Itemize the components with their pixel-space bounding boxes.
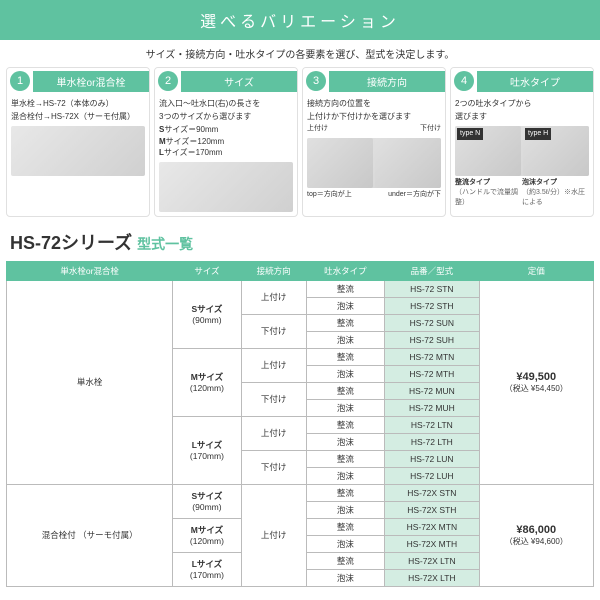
model-cell: HS-72X LTN [385, 552, 479, 569]
water-cell: 整流 [306, 416, 385, 433]
step-4: 4吐水タイプ2つの吐水タイプから選びますtype Ntype H整流タイプ（ハン… [450, 67, 594, 217]
water-cell: 整流 [306, 450, 385, 467]
table-row: 単水栓Sサイズ(90mm)上付け整流HS-72 STN¥49,500（税込 ¥5… [7, 280, 594, 297]
table-header: 品番／型式 [385, 261, 479, 280]
price-cell: ¥86,000（税込 ¥94,600） [479, 484, 593, 586]
conn-cell: 下付け [241, 382, 306, 416]
step-image [11, 126, 145, 176]
model-cell: HS-72 LTN [385, 416, 479, 433]
model-cell: HS-72 LTH [385, 433, 479, 450]
water-cell: 整流 [306, 484, 385, 501]
conn-cell: 上付け [241, 348, 306, 382]
water-cell: 泡沫 [306, 399, 385, 416]
spec-table: 単水栓or混合栓サイズ接続方向吐水タイプ品番／型式定価 単水栓Sサイズ(90mm… [6, 261, 594, 587]
conn-cell: 上付け [241, 416, 306, 450]
model-cell: HS-72 SUH [385, 331, 479, 348]
step-desc: 流入口～吐水口(右)の長さを [159, 98, 293, 109]
step-desc: 混合栓付→HS-72X（サーモ付属） [11, 111, 145, 122]
banner-title: 選べるバリエーション [0, 0, 600, 40]
series-suffix: シリーズ [61, 233, 132, 253]
table-row: 混合栓付 （サーモ付属）Sサイズ(90mm)上付け整流HS-72X STN¥86… [7, 484, 594, 501]
model-cell: HS-72X LTH [385, 569, 479, 586]
size-cell: Sサイズ(90mm) [173, 280, 241, 348]
table-header: 定価 [479, 261, 593, 280]
step-desc: 単水栓→HS-72（本体のみ） [11, 98, 145, 109]
model-cell: HS-72 SUN [385, 314, 479, 331]
step-desc: 3つのサイズから選びます [159, 111, 293, 122]
model-cell: HS-72 MTN [385, 348, 479, 365]
water-cell: 泡沫 [306, 365, 385, 382]
step-title: 接続方向 [329, 71, 445, 92]
step-image-types: type Ntype H [455, 126, 589, 176]
model-cell: HS-72X MTN [385, 518, 479, 535]
water-cell: 泡沫 [306, 501, 385, 518]
water-cell: 泡沫 [306, 569, 385, 586]
step-number: 1 [10, 71, 30, 91]
table-header: 接続方向 [241, 261, 306, 280]
water-cell: 整流 [306, 518, 385, 535]
size-cell: Lサイズ(170mm) [173, 416, 241, 484]
water-cell: 整流 [306, 382, 385, 399]
series-title: HS-72シリーズ 型式一覧 [0, 217, 600, 261]
step-number: 2 [158, 71, 178, 91]
water-cell: 泡沫 [306, 331, 385, 348]
step-desc: 接続方向の位置を [307, 98, 441, 109]
model-cell: HS-72 MUH [385, 399, 479, 416]
series-name: HS-72 [10, 233, 61, 253]
step-title: 吐水タイプ [477, 71, 593, 92]
type-cell: 単水栓 [7, 280, 173, 484]
step-3: 3接続方向接続方向の位置を上付けか下付けかを選びます上付け下付けtop＝方向が上… [302, 67, 446, 217]
step-desc: 上付けか下付けかを選びます [307, 111, 441, 122]
series-sub: 型式一覧 [137, 236, 193, 252]
step-2: 2サイズ流入口～吐水口(右)の長さを 3つのサイズから選びます Sサイズ＝90mmM… [154, 67, 298, 217]
size-cell: Mサイズ(120mm) [173, 348, 241, 416]
table-header: 単水栓or混合栓 [7, 261, 173, 280]
table-header: サイズ [173, 261, 241, 280]
model-cell: HS-72X STH [385, 501, 479, 518]
model-cell: HS-72 LUH [385, 467, 479, 484]
conn-cell: 下付け [241, 450, 306, 484]
step-title: サイズ [181, 71, 297, 92]
water-cell: 泡沫 [306, 433, 385, 450]
model-cell: HS-72X STN [385, 484, 479, 501]
step-desc: 2つの吐水タイプから [455, 98, 589, 109]
step-title: 単水栓or混合栓 [33, 71, 149, 92]
conn-cell: 上付け [241, 484, 306, 586]
step-number: 4 [454, 71, 474, 91]
model-cell: HS-72X MTH [385, 535, 479, 552]
size-cell: Mサイズ(120mm) [173, 518, 241, 552]
model-cell: HS-72 MUN [385, 382, 479, 399]
step-number: 3 [306, 71, 326, 91]
water-cell: 泡沫 [306, 467, 385, 484]
model-cell: HS-72 STN [385, 280, 479, 297]
water-cell: 泡沫 [306, 535, 385, 552]
water-cell: 整流 [306, 314, 385, 331]
table-header: 吐水タイプ [306, 261, 385, 280]
sizes-list: Sサイズ＝90mmMサイズ＝120mmLサイズ＝170mm [159, 124, 293, 158]
steps-row: 1単水栓or混合栓単水栓→HS-72（本体のみ） 混合栓付→HS-72X（サーモ付… [0, 67, 600, 217]
model-cell: HS-72 STH [385, 297, 479, 314]
step-image [159, 162, 293, 212]
price-cell: ¥49,500（税込 ¥54,450） [479, 280, 593, 484]
water-cell: 整流 [306, 280, 385, 297]
type-cell: 混合栓付 （サーモ付属） [7, 484, 173, 586]
step-desc: 選びます [455, 111, 589, 122]
model-cell: HS-72 MTH [385, 365, 479, 382]
subtitle: サイズ・接続方向・吐水タイプの各要素を選び、型式を決定します。 [0, 40, 600, 67]
water-cell: 整流 [306, 348, 385, 365]
step-1: 1単水栓or混合栓単水栓→HS-72（本体のみ） 混合栓付→HS-72X（サーモ付… [6, 67, 150, 217]
step-image-pair [307, 138, 441, 188]
conn-cell: 下付け [241, 314, 306, 348]
size-cell: Lサイズ(170mm) [173, 552, 241, 586]
model-cell: HS-72 LUN [385, 450, 479, 467]
size-cell: Sサイズ(90mm) [173, 484, 241, 518]
water-cell: 泡沫 [306, 297, 385, 314]
conn-cell: 上付け [241, 280, 306, 314]
water-cell: 整流 [306, 552, 385, 569]
